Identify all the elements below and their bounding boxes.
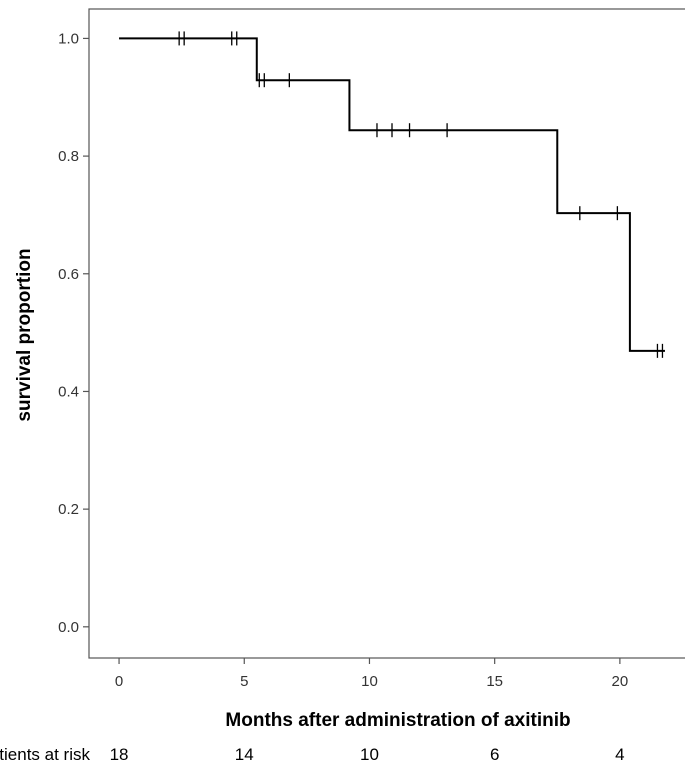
risk-count: 10 [360, 745, 379, 764]
x-tick-label: 10 [361, 673, 378, 690]
risk-count: 18 [110, 745, 129, 764]
survival-step-line [119, 37, 665, 352]
y-tick-label: 1.0 [58, 30, 79, 47]
plot-frame [88, 8, 685, 659]
x-tick-label: 20 [612, 673, 629, 690]
risk-count: 4 [615, 745, 624, 764]
y-tick-label: 0.6 [58, 266, 79, 283]
y-tick-label: 0.2 [58, 501, 79, 518]
y-tick-label: 0.8 [58, 148, 79, 165]
risk-count: 6 [490, 745, 499, 764]
x-tick-label: 5 [240, 673, 248, 690]
x-tick-label: 0 [115, 673, 123, 690]
risk-count: 14 [235, 745, 254, 764]
y-axis-title: survival proportion [14, 248, 35, 421]
risk-table-label: Patients at risk [0, 745, 90, 764]
y-tick-label: 0.0 [58, 619, 79, 636]
y-tick-label: 0.4 [58, 383, 79, 400]
x-axis-title: Months after administration of axitinib [225, 710, 570, 731]
x-tick-label: 15 [486, 673, 503, 690]
